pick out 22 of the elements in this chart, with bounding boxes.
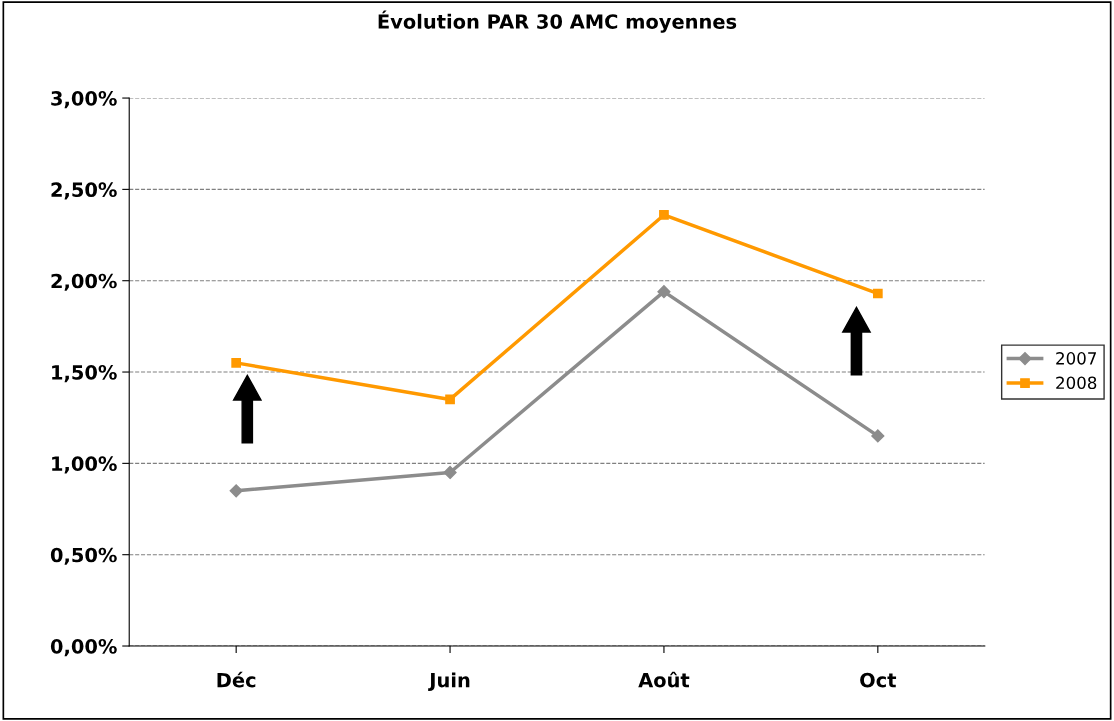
point: [872, 288, 883, 299]
x-tick-label: Oct: [860, 672, 897, 688]
legend-label: 2008: [1056, 376, 1097, 390]
point: [231, 358, 242, 368]
point: [659, 210, 669, 220]
point: [871, 429, 885, 443]
x-tick-label: Déc: [217, 671, 256, 688]
chart-title: Évolution PAR 30 AMC moyennes: [378, 10, 737, 33]
x-tick-label: Juin: [428, 672, 470, 692]
legend-label: 2007: [1056, 352, 1096, 365]
point: [443, 465, 457, 480]
y-tick-label: 1,00%: [52, 456, 117, 474]
y-tick-label: 2,00%: [51, 273, 117, 291]
y-tick-label: 1,50%: [52, 364, 117, 383]
y-tick-label: 0,00%: [50, 638, 117, 657]
point: [229, 484, 243, 498]
y-tick-label: 0,50%: [50, 547, 117, 565]
y-tick-label: 3,00%: [51, 91, 117, 109]
point: [445, 394, 455, 405]
point: [657, 285, 671, 299]
y-tick-label: 2,50%: [51, 182, 117, 200]
x-tick-label: Août: [638, 671, 690, 688]
